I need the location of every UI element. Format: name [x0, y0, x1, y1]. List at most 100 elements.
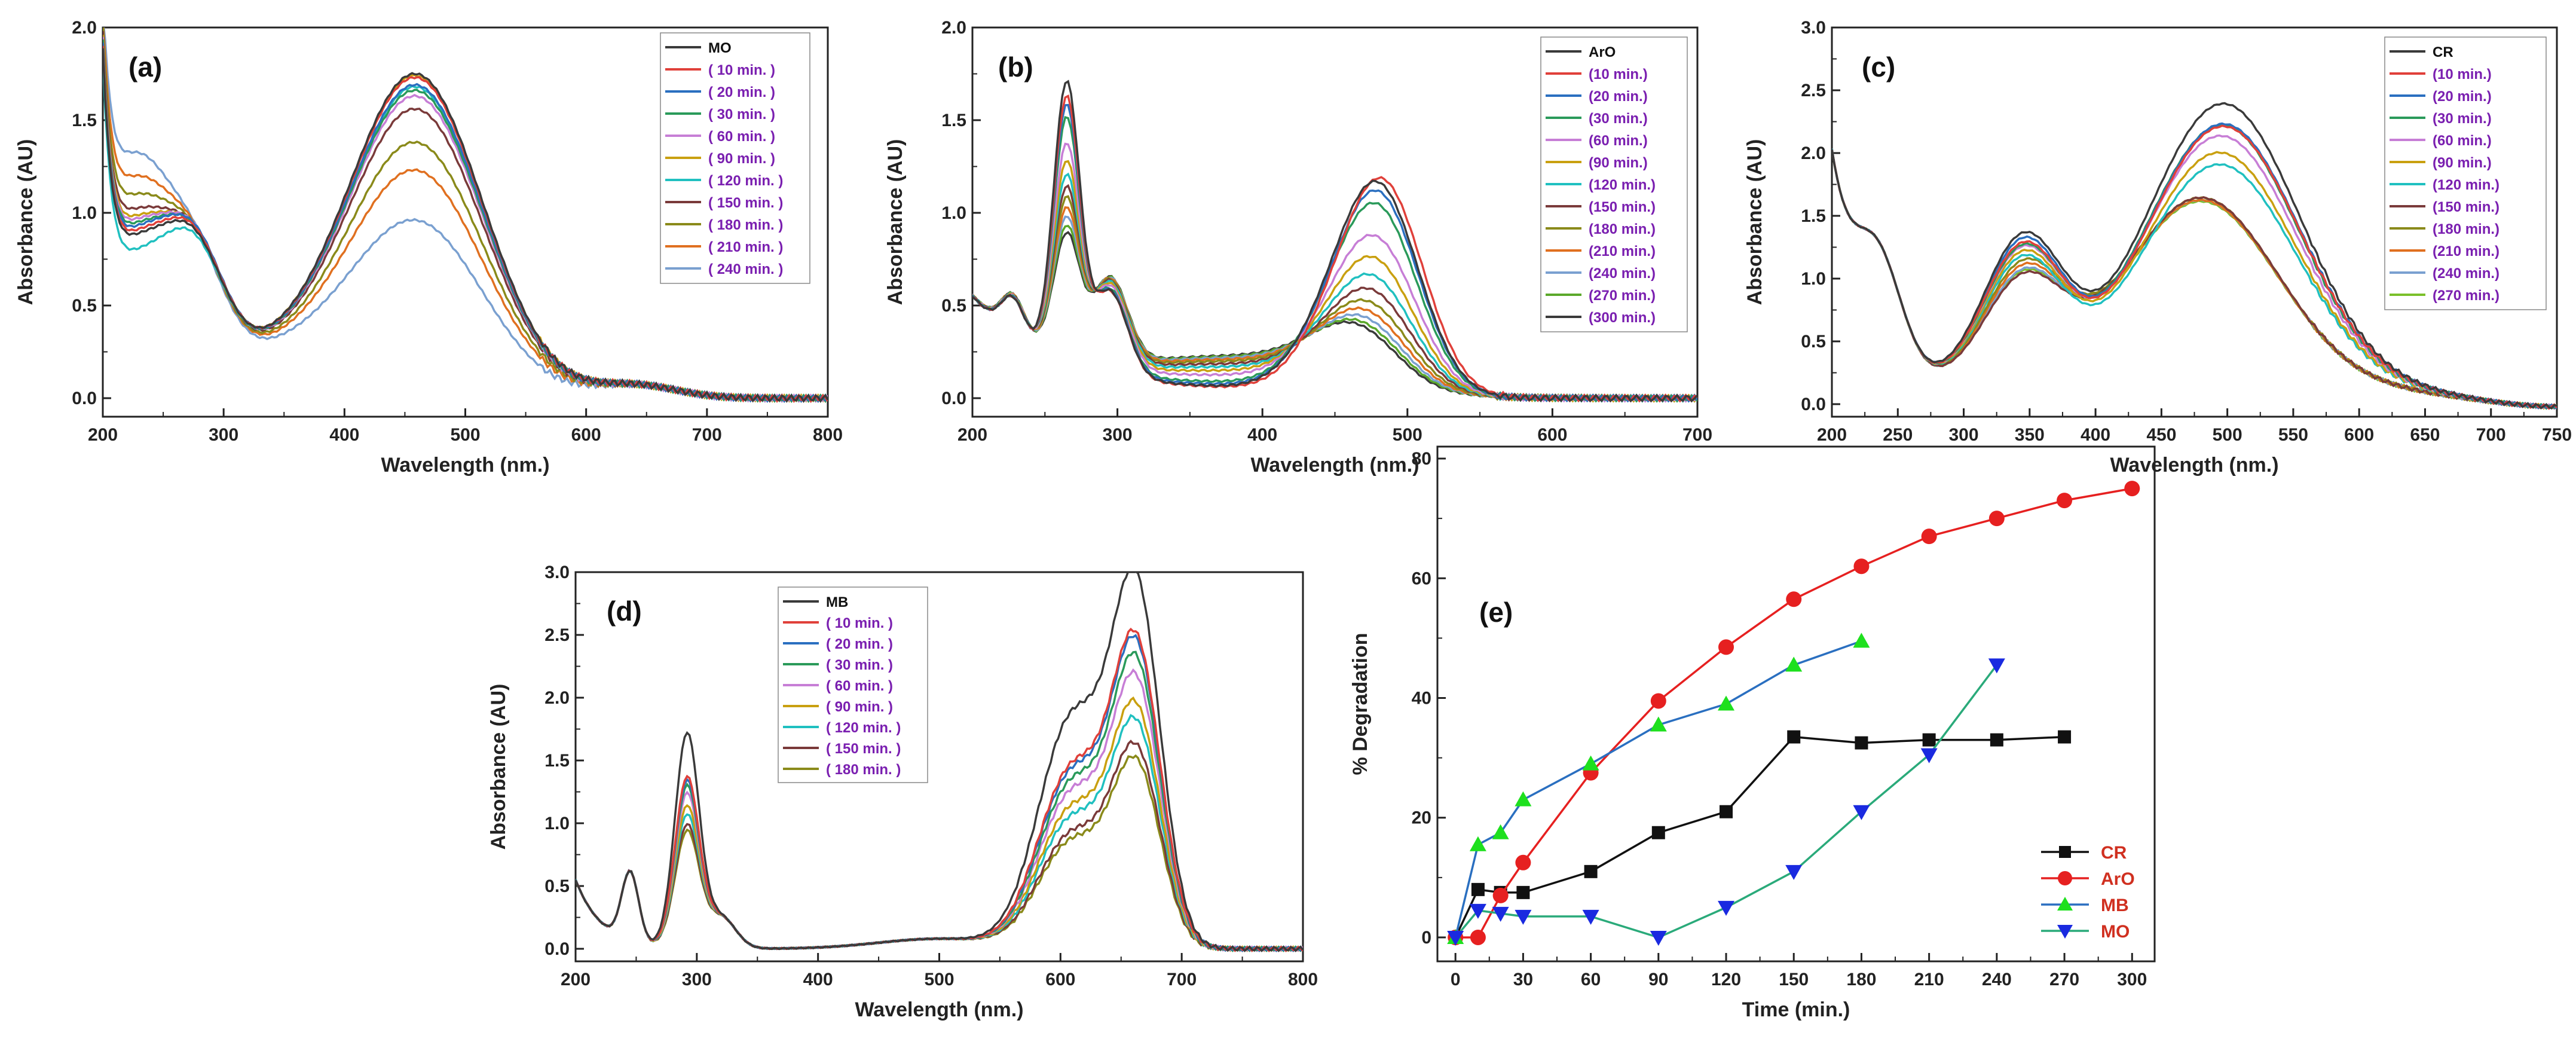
- data-point: [1920, 748, 1938, 763]
- data-point: [1650, 693, 1666, 709]
- panel-1: 200 300 400 500 600 700 0.0 0.5 1.0 1.5 2.0 Wavelen…: [884, 18, 1712, 476]
- panel-letter: (a): [129, 51, 162, 83]
- y-axis-label: Absorbance (AU): [14, 139, 37, 306]
- legend-label: (60 min.): [2433, 133, 2492, 149]
- x-axis-label: Wavelength (nm.): [381, 454, 549, 476]
- data-point: [1785, 656, 1803, 672]
- x-tick-label: 200: [561, 970, 591, 989]
- legend-label: ( 120 min. ): [826, 720, 901, 736]
- data-point: [1718, 639, 1734, 655]
- legend-label: (120 min.): [2433, 177, 2499, 193]
- y-tick-label: 0.5: [544, 876, 570, 896]
- legend-label: (240 min.): [1589, 265, 1656, 282]
- x-tick-label: 240: [1982, 970, 2012, 989]
- x-axis-label: Wavelength (nm.): [855, 998, 1023, 1021]
- data-point: [1492, 887, 1509, 903]
- x-tick-label: 650: [2410, 425, 2440, 445]
- legend-label: (30 min.): [1589, 111, 1648, 127]
- x-tick-label: 400: [2081, 425, 2110, 445]
- legend-label: ( 60 min. ): [826, 678, 893, 694]
- data-point: [1921, 528, 1937, 545]
- x-axis-label: Time (min.): [1742, 998, 1850, 1021]
- legend-label: MB: [826, 594, 848, 610]
- x-tick-label: 700: [1167, 970, 1197, 989]
- legend: CR ArO MB MO: [2041, 843, 2135, 942]
- plot-frame: [1436, 445, 2156, 963]
- x-tick-label: 500: [2213, 425, 2242, 445]
- y-tick-label: 2.5: [544, 625, 570, 645]
- data-point: [1492, 906, 1509, 922]
- data-point: [1492, 824, 1509, 839]
- legend-label: (10 min.): [2433, 66, 2492, 83]
- data-point: [2124, 481, 2140, 497]
- x-tick-label: 300: [2117, 970, 2147, 989]
- x-tick-label: 0: [1451, 970, 1461, 989]
- x-tick-label: 200: [957, 425, 987, 445]
- data-point: [1718, 900, 1735, 916]
- y-tick-label: 40: [1412, 688, 1431, 708]
- y-tick-label: 1.0: [941, 203, 966, 223]
- legend-label: ( 120 min. ): [708, 173, 783, 189]
- y-tick-label: 2.5: [1801, 81, 1826, 100]
- x-tick-label: 350: [2015, 425, 2045, 445]
- y-axis-label: Absorbance (AU): [1743, 139, 1766, 306]
- y-tick-label: 1.5: [1801, 206, 1826, 226]
- legend-label: (150 min.): [2433, 199, 2499, 215]
- data-point: [1922, 733, 1936, 747]
- y-tick-label: 3.0: [544, 563, 570, 582]
- y-tick-label: 1.0: [72, 203, 97, 223]
- panel-2: 200 250 300 350 400 450 500 550 600 650 700 750 0.0 0…: [1743, 18, 2572, 476]
- legend-label: (270 min.): [2433, 288, 2499, 304]
- data-point: [1785, 864, 1803, 880]
- panel-letter: (d): [607, 595, 642, 627]
- data-point: [1853, 805, 1870, 820]
- legend-label: ( 240 min. ): [708, 261, 783, 277]
- data-point: [1720, 805, 1733, 818]
- x-tick-label: 800: [1288, 970, 1318, 989]
- x-tick-label: 180: [1846, 970, 1876, 989]
- panel-3: 200 300 400 500 600 700 800 0.0 0.5 1.0 1.5 2.0 2.5 3…: [487, 563, 1318, 1021]
- x-tick-label: 200: [88, 425, 118, 445]
- legend-label: ( 90 min. ): [826, 699, 893, 715]
- legend-label: ( 150 min. ): [826, 741, 901, 757]
- series-line: [972, 80, 1697, 403]
- data-point: [1469, 903, 1486, 919]
- series-line: [1832, 102, 2557, 410]
- y-axis-label: % Degradation: [1349, 633, 1372, 775]
- data-point: [2057, 493, 2073, 509]
- x-tick-label: 700: [1682, 425, 1712, 445]
- y-tick-label: 2.0: [72, 18, 97, 38]
- legend: MB ( 10 min. ) ( 20 min. ) ( 30 min. ) ( 60 …: [778, 586, 928, 783]
- legend-label: MO: [2101, 922, 2130, 942]
- data-point: [2057, 925, 2073, 939]
- x-tick-label: 250: [1883, 425, 1913, 445]
- x-tick-label: 120: [1711, 970, 1741, 989]
- legend-label: (300 min.): [1589, 310, 1656, 326]
- y-tick-label: 2.0: [544, 688, 570, 708]
- data-point: [1853, 558, 1870, 575]
- data-point: [1582, 755, 1599, 771]
- panel-letter: (b): [998, 51, 1033, 83]
- x-tick-label: 400: [803, 970, 833, 989]
- data-point: [1786, 591, 1802, 607]
- x-tick-label: 750: [2542, 425, 2572, 445]
- series-MB: [1447, 633, 1870, 944]
- x-tick-label: 600: [571, 425, 601, 445]
- data-point: [1471, 882, 1485, 896]
- series-line: [576, 572, 1303, 952]
- panel-letter: (e): [1479, 597, 1513, 628]
- legend-label: (210 min.): [2433, 243, 2499, 259]
- legend-label: ( 20 min. ): [826, 636, 893, 652]
- legend-label: ( 180 min. ): [826, 762, 901, 778]
- y-axis-label: Absorbance (AU): [487, 684, 510, 850]
- panel-4: 0 30 60 90 120 150 180 210 240 270 300 0 20 40 60 80 Tim…: [1349, 445, 2156, 1021]
- x-tick-label: 400: [1247, 425, 1277, 445]
- legend-label: ( 210 min. ): [708, 239, 783, 255]
- x-tick-label: 700: [692, 425, 722, 445]
- plot-frame: [574, 571, 1304, 963]
- x-tick-label: 600: [1045, 970, 1075, 989]
- legend-label: (180 min.): [1589, 221, 1656, 237]
- x-tick-label: 600: [1537, 425, 1567, 445]
- panel-letter: (c): [1862, 51, 1895, 83]
